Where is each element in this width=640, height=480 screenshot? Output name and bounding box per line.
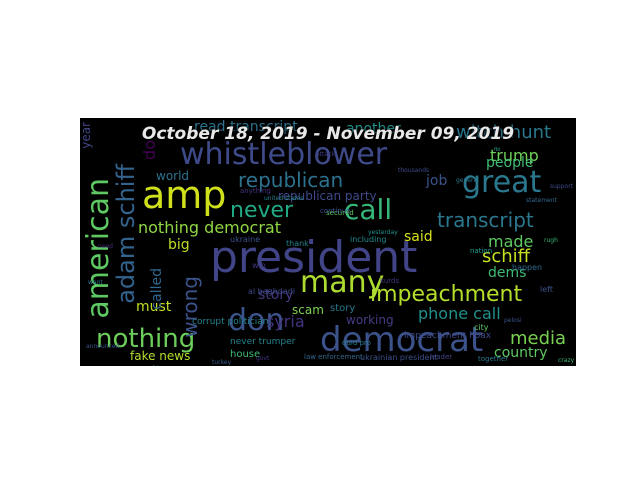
cloud-word: secured [326, 209, 354, 217]
cloud-word: together [478, 355, 509, 363]
cloud-word: rugh [544, 237, 558, 244]
cloud-word: story [330, 303, 356, 314]
cloud-word: thank [286, 239, 309, 248]
cloud-word: don [228, 303, 285, 338]
cloud-word: general [456, 177, 479, 184]
cloud-word: turkey [212, 359, 232, 366]
cloud-word: announced [86, 343, 120, 350]
cloud-word: need [98, 243, 113, 250]
cloud-word: story [258, 287, 294, 303]
cloud-word: city [474, 323, 489, 332]
cloud-word: thousands [398, 167, 430, 174]
cloud-word: happen [512, 263, 543, 272]
cloud-word: whistleblower [180, 137, 388, 172]
cloud-word: great [462, 165, 542, 200]
cloud-word: govt [256, 355, 270, 362]
cloud-word: job [426, 173, 448, 189]
cloud-word: said [404, 229, 433, 245]
cloud-word: fake news [130, 349, 191, 363]
cloud-word: called [149, 268, 165, 310]
cloud-word: media [510, 328, 567, 349]
cloud-word: transcript [437, 208, 534, 232]
cloud-word: law enforcement [304, 353, 363, 361]
cloud-word: big [168, 237, 190, 253]
cloud-word: leader [430, 353, 453, 361]
cloud-word: read transcript [194, 119, 298, 135]
cloud-word: must [136, 299, 172, 315]
cloud-word: president [210, 232, 418, 283]
cloud-word: kurds [380, 277, 400, 285]
cloud-word: attack [316, 151, 335, 158]
cloud-word: working [346, 313, 394, 327]
cloud-word: syria [266, 312, 305, 331]
cloud-word: country [494, 345, 548, 361]
cloud-word: many [300, 265, 385, 300]
cloud-word: nothing democrat [138, 218, 281, 237]
cloud-word: fbi [494, 147, 501, 153]
cloud-word: never [230, 198, 294, 223]
cloud-word: left [540, 285, 553, 294]
cloud-word: witch hunt [456, 122, 552, 143]
cloud-word: want [88, 279, 103, 286]
cloud-word: scam [292, 303, 324, 317]
cloud-word: nation [470, 247, 493, 255]
cloud-word: schiff [482, 246, 531, 267]
cloud-word: republican party [278, 189, 377, 203]
cloud-word: trump [490, 146, 539, 165]
cloud-word: amp [142, 173, 227, 217]
cloud-word: adam schiff [112, 164, 140, 304]
cloud-word: call [344, 193, 393, 226]
cloud-word: house [230, 349, 261, 360]
cloud-word: nothing [96, 324, 196, 354]
cloud-word: republican [238, 168, 344, 192]
cloud-word: impeachment hoax [404, 331, 492, 341]
cloud-word: anything [240, 187, 271, 195]
cloud-word: statement [526, 197, 557, 204]
cloud-word: people [486, 155, 534, 171]
cloud-word: pelosi [504, 317, 522, 324]
cloud-word: phone call [418, 304, 501, 323]
cloud-word: crazy [558, 357, 575, 364]
cloud-word: another [346, 121, 401, 137]
cloud-word: world [156, 169, 190, 183]
cloud-word: quid pro [342, 339, 371, 347]
cloud-word: united states [264, 195, 304, 202]
cloud-word: yesterday [368, 229, 398, 236]
word-cloud: president whistleblower amp great democrat am… [80, 118, 576, 366]
cloud-word: support [550, 183, 574, 190]
cloud-word: dems [488, 265, 527, 281]
cloud-word: impeachment [370, 282, 523, 307]
cloud-word: al baghdadi [248, 287, 296, 296]
cloud-word: never trumper [230, 337, 296, 347]
cloud-word: democrat [320, 320, 484, 360]
cloud-word: including [350, 235, 387, 244]
cloud-word: wrong [178, 276, 202, 338]
date-range-title: October 18, 2019 - November 09, 2019 [141, 124, 515, 144]
cloud-word: corrupt politician [192, 317, 269, 327]
cloud-word: win [252, 261, 266, 270]
cloud-word: continue [320, 207, 351, 215]
cloud-word: made [488, 232, 534, 251]
cloud-word: ukraine [230, 235, 261, 244]
cloud-word: ukrainian president [360, 353, 438, 362]
